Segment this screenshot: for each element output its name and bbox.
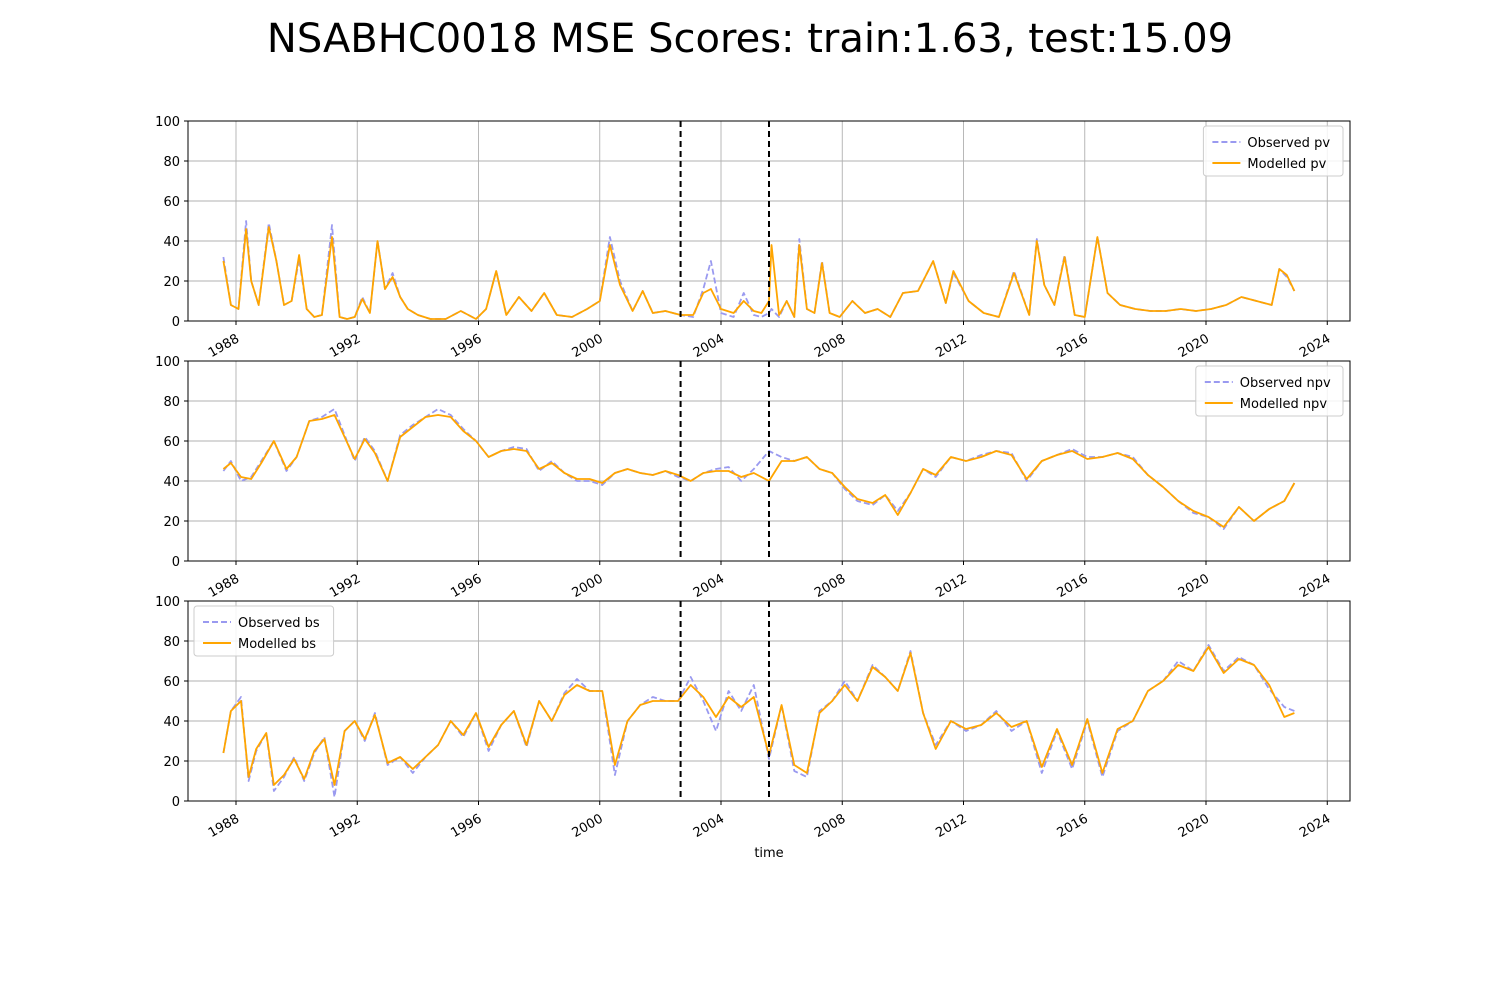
y-tick-label: 40 — [163, 715, 180, 730]
legend: Observed pv Modelled pv — [1202, 125, 1344, 177]
y-tick-label: 100 — [155, 595, 180, 610]
modelled-series-line — [222, 646, 1295, 786]
y-tick-label: 20 — [163, 755, 180, 770]
legend: Observed npv Modelled npv — [1195, 365, 1344, 417]
figure-title: NSABHC0018 MSE Scores: train:1.63, test:… — [267, 16, 1233, 62]
y-tick-label: 100 — [155, 355, 180, 370]
y-tick-label: 20 — [163, 515, 180, 530]
y-tick-label: 0 — [172, 555, 180, 570]
y-tick-label: 100 — [155, 115, 180, 130]
modelled-series-line — [222, 226, 1296, 320]
legend-label: Modelled pv — [1247, 157, 1326, 172]
legend: Observed bs Modelled bs — [193, 605, 335, 657]
y-tick-label: 0 — [172, 315, 180, 330]
legend-label: Modelled bs — [238, 637, 316, 652]
y-tick-label: 80 — [163, 635, 180, 650]
y-tick-label: 20 — [163, 275, 180, 290]
x-axis-label: time — [754, 846, 783, 861]
modelled-series-line — [222, 414, 1296, 528]
legend-label: Observed npv — [1240, 376, 1331, 391]
legend-label: Modelled npv — [1240, 397, 1328, 412]
plot-frame — [187, 360, 1351, 562]
y-tick-label: 80 — [163, 155, 180, 170]
legend-label: Observed pv — [1247, 136, 1330, 151]
plot-frame — [187, 600, 1351, 802]
y-tick-label: 40 — [163, 475, 180, 490]
plot-frame — [187, 120, 1351, 322]
y-tick-label: 0 — [172, 795, 180, 810]
legend-label: Observed bs — [238, 616, 320, 631]
y-tick-label: 80 — [163, 395, 180, 410]
y-tick-label: 60 — [163, 195, 180, 210]
y-tick-label: 60 — [163, 675, 180, 690]
observed-series-line — [222, 408, 1296, 530]
y-tick-label: 40 — [163, 235, 180, 250]
y-tick-label: 60 — [163, 435, 180, 450]
